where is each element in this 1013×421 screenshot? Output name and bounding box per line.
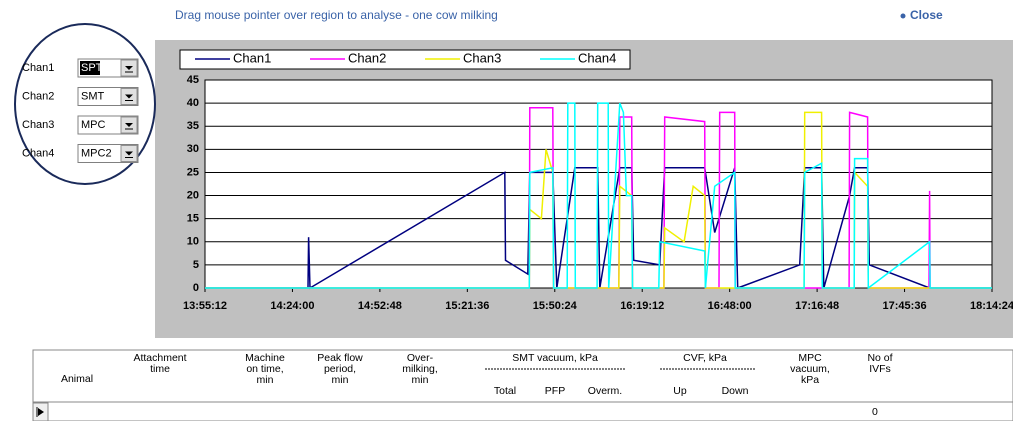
x-tick-label: 15:50:24 <box>533 300 578 312</box>
channel-label: Chan1 <box>22 62 54 74</box>
column-header: on time, <box>246 363 283 375</box>
x-tick-label: 15:21:36 <box>445 300 489 312</box>
column-header: kPa <box>801 374 819 386</box>
y-tick-label: 25 <box>187 166 199 178</box>
column-header: IVFs <box>869 363 891 375</box>
y-tick-label: 40 <box>187 97 199 109</box>
dropdown-arrow <box>125 151 133 156</box>
legend-label: Chan3 <box>463 50 501 65</box>
column-header: CVF, kPa <box>683 352 727 364</box>
column-header: time <box>150 363 170 375</box>
highlight-circle <box>14 23 156 185</box>
column-header: vacuum, <box>790 363 830 375</box>
sub-column-header: Overm. <box>588 385 622 397</box>
x-tick-label: 16:48:00 <box>708 300 752 312</box>
x-tick-label: 13:55:12 <box>183 300 227 312</box>
column-header: period, <box>324 363 356 375</box>
dropdown-arrow <box>125 94 133 99</box>
row-indicator <box>38 408 44 416</box>
y-tick-label: 45 <box>187 74 199 86</box>
y-tick-label: 30 <box>187 143 199 155</box>
column-header: Machine <box>245 352 285 364</box>
channel-value: SPT <box>81 62 103 74</box>
column-header: min <box>332 374 349 386</box>
x-tick-label: 14:24:00 <box>270 300 314 312</box>
close-link[interactable]: Close <box>910 8 943 22</box>
dropdown-arrow <box>125 123 133 127</box>
x-tick-label: 17:16:48 <box>795 300 839 312</box>
column-header: Peak flow <box>317 352 363 364</box>
channel-label: Chan3 <box>22 119 54 131</box>
sub-column-header: PFP <box>545 385 565 397</box>
x-tick-label: 16:19:12 <box>620 300 664 312</box>
y-tick-label: 0 <box>193 282 199 294</box>
column-header: Attachment <box>133 352 186 364</box>
channel-label: Chan2 <box>22 90 54 102</box>
column-header: min <box>412 374 429 386</box>
x-tick-label: 14:52:48 <box>358 300 402 312</box>
channel-value: SMT <box>81 90 105 102</box>
page-title: Drag mouse pointer over region to analys… <box>175 8 498 22</box>
channel-value: MPC2 <box>81 147 112 159</box>
y-tick-label: 20 <box>187 189 199 201</box>
x-tick-label: 17:45:36 <box>883 300 927 312</box>
legend-label: Chan2 <box>348 50 386 65</box>
channel-value: MPC <box>81 119 106 131</box>
dropdown-arrow <box>125 66 133 70</box>
column-header: SMT vacuum, kPa <box>512 352 598 364</box>
selection-highlight <box>80 61 100 75</box>
legend-label: Chan4 <box>578 50 616 65</box>
column-header: MPC <box>798 352 822 364</box>
x-tick-label: 18:14:24 <box>970 300 1013 312</box>
column-header: milking, <box>402 363 438 375</box>
channel-label: Chan4 <box>22 147 54 159</box>
y-tick-label: 35 <box>187 120 199 132</box>
y-tick-label: 15 <box>187 213 199 225</box>
column-header: No of <box>867 352 892 364</box>
sub-column-header: Up <box>673 385 687 397</box>
sub-column-header: Total <box>494 385 516 397</box>
sub-column-header: Down <box>722 385 749 397</box>
series-line <box>205 167 992 290</box>
y-tick-label: 5 <box>193 259 199 271</box>
legend-label: Chan1 <box>233 50 271 65</box>
close-bullet <box>900 13 906 19</box>
column-header: min <box>257 374 274 386</box>
table-cell: 0 <box>872 406 878 418</box>
column-header: Animal <box>61 373 93 385</box>
series-line <box>205 102 992 290</box>
column-header: Over- <box>407 352 434 364</box>
y-tick-label: 10 <box>187 236 199 248</box>
legend-box <box>179 49 631 70</box>
results-table <box>32 349 1013 421</box>
